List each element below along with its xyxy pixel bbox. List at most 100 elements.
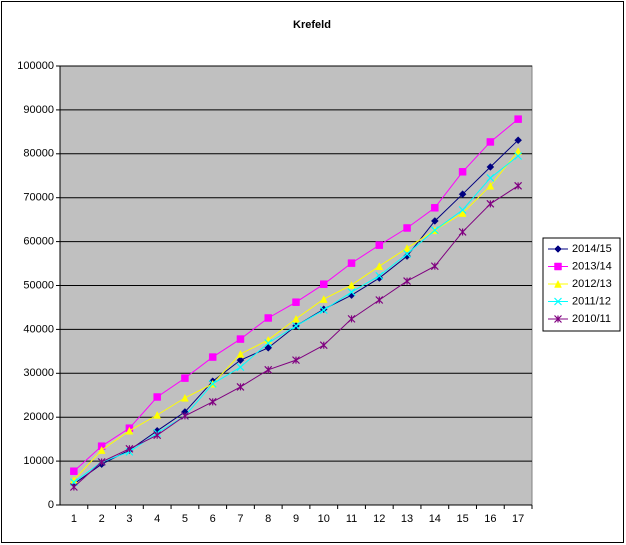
- marker: [458, 228, 467, 236]
- y-tick-label: 70000: [23, 192, 54, 204]
- marker: [292, 356, 300, 365]
- y-tick-label: 30000: [23, 367, 54, 379]
- x-tick-label: 8: [265, 513, 271, 525]
- x-tick-label: 14: [429, 513, 441, 525]
- marker: [208, 353, 217, 361]
- marker: [347, 288, 356, 297]
- marker: [375, 271, 384, 280]
- marker: [208, 397, 217, 406]
- marker: [97, 446, 106, 454]
- marker: [458, 206, 467, 214]
- legend-marker: [554, 245, 562, 253]
- marker: [486, 163, 495, 171]
- marker: [430, 262, 439, 271]
- marker: [125, 426, 134, 435]
- marker: [486, 199, 495, 208]
- marker: [236, 363, 245, 372]
- legend-marker: [554, 315, 562, 323]
- marker: [181, 374, 189, 382]
- marker: [181, 393, 189, 402]
- marker: [264, 343, 273, 352]
- marker: [236, 382, 245, 391]
- x-tick-label: 10: [318, 513, 330, 525]
- legend-marker: [554, 279, 562, 288]
- marker: [319, 295, 328, 303]
- marker: [403, 277, 411, 286]
- marker: [486, 174, 495, 182]
- marker: [264, 314, 272, 322]
- x-tick-label: 3: [126, 513, 132, 525]
- marker: [375, 296, 384, 304]
- marker: [403, 249, 411, 258]
- x-tick-label: 13: [401, 513, 413, 525]
- marker: [236, 356, 245, 364]
- legend-marker: [554, 297, 562, 306]
- y-tick-label: 90000: [23, 104, 54, 116]
- marker: [153, 410, 162, 419]
- x-tick-label: 11: [346, 513, 357, 525]
- x-tick-label: 2: [99, 513, 105, 525]
- x-tick-label: 7: [237, 513, 243, 525]
- legend-marker: [554, 262, 562, 271]
- marker: [514, 115, 522, 123]
- legend-label: 2014/15: [572, 243, 612, 255]
- legend-label: 2010/11: [572, 313, 611, 325]
- legend-label: 2013/14: [572, 260, 612, 272]
- marker: [125, 444, 134, 453]
- marker: [236, 335, 245, 343]
- y-tick-label: 0: [48, 499, 54, 511]
- x-tick-label: 1: [71, 513, 77, 525]
- legend-label: 2012/13: [572, 278, 612, 290]
- marker: [431, 204, 439, 212]
- marker: [375, 241, 384, 249]
- marker: [458, 168, 467, 176]
- marker: [319, 306, 328, 315]
- marker: [403, 244, 411, 252]
- marker: [264, 339, 273, 347]
- x-tick-label: 6: [210, 513, 216, 525]
- y-tick-label: 10000: [23, 455, 54, 467]
- marker: [347, 259, 356, 267]
- marker: [292, 314, 300, 323]
- marker: [70, 467, 78, 475]
- marker: [347, 281, 356, 289]
- marker: [486, 181, 495, 190]
- x-tick-label: 17: [512, 513, 524, 525]
- legend-label: 2011/12: [572, 295, 611, 307]
- x-tick-label: 9: [293, 513, 299, 525]
- marker: [514, 136, 522, 145]
- marker: [514, 181, 523, 190]
- marker: [292, 298, 300, 306]
- marker: [486, 138, 495, 146]
- marker: [153, 431, 162, 440]
- chart-title: Krefeld: [293, 19, 331, 31]
- y-tick-label: 80000: [23, 148, 54, 160]
- y-tick-label: 100000: [17, 60, 54, 72]
- marker: [264, 365, 273, 374]
- marker: [69, 483, 78, 491]
- marker: [292, 321, 300, 330]
- x-tick-label: 12: [373, 513, 385, 525]
- x-tick-label: 15: [456, 513, 468, 525]
- x-tick-label: 16: [484, 513, 496, 525]
- marker: [153, 393, 161, 401]
- marker: [236, 349, 245, 358]
- marker: [320, 280, 328, 288]
- marker: [430, 226, 439, 235]
- marker: [347, 314, 356, 323]
- y-tick-label: 20000: [23, 411, 54, 423]
- marker: [514, 152, 523, 160]
- y-tick-label: 40000: [23, 323, 54, 335]
- x-tick-label: 4: [154, 513, 160, 525]
- marker: [458, 209, 467, 217]
- marker: [181, 411, 189, 420]
- marker: [97, 458, 106, 466]
- y-tick-label: 60000: [23, 236, 54, 248]
- marker: [403, 252, 411, 260]
- marker: [430, 217, 439, 225]
- marker: [375, 262, 384, 270]
- marker: [319, 341, 328, 350]
- marker: [208, 379, 217, 388]
- marker: [403, 224, 411, 232]
